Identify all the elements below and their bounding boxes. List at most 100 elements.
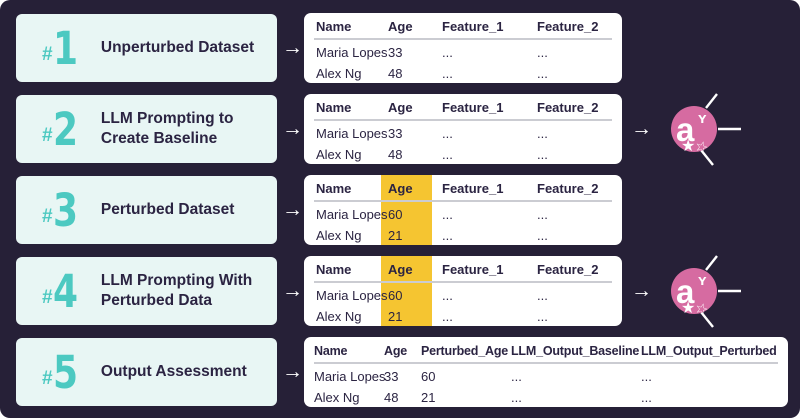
arrow-right-icon: → [631, 117, 652, 140]
step-label: LLM Prompting to Create Baseline [100, 110, 234, 147]
step-label: Perturbed Dataset [100, 201, 235, 219]
data-table-5: Name Age Perturbed_Age LLM_Output_Baseli… [304, 337, 788, 407]
step-number-5: # 5 [42, 350, 83, 395]
table-row: Alex Ng 48 21 ... ... [304, 387, 788, 407]
step-number-value: 4 [52, 264, 78, 318]
table-header-cell: Feature_2 [537, 19, 599, 34]
age-highlight-band [381, 256, 432, 326]
arrow-right-icon: → [282, 36, 303, 59]
table-cell: ... [537, 228, 548, 243]
table-cell: ... [537, 45, 548, 60]
table-header-row: Name Age Feature_1 Feature_2 [304, 98, 622, 118]
table-header-cell: Age [388, 181, 413, 196]
table-cell: Alex Ng [314, 390, 360, 405]
table-cell: Maria Lopes [316, 45, 388, 60]
table-cell: 48 [388, 66, 403, 81]
table-header-cell: Age [388, 262, 413, 277]
flow-row-4: # 4 LLM Prompting With Perturbed Data → … [0, 255, 800, 328]
step-label: Unperturbed Dataset [100, 39, 255, 57]
llm-letter: a [676, 111, 695, 148]
step-label: Output Assessment [100, 363, 247, 381]
table-cell: 33 [388, 126, 403, 141]
table-cell: 21 [421, 390, 436, 405]
table-row: Alex Ng 21 ... ... [304, 225, 622, 245]
flow-row-1: # 1 Unperturbed Dataset → Name Age Featu… [0, 13, 800, 83]
table-row: Maria Lopes 60 ... ... [304, 204, 622, 225]
table-cell: ... [442, 228, 453, 243]
table-cell: ... [537, 207, 548, 222]
table-header-cell: Feature_2 [537, 262, 599, 277]
step-number-1: # 1 [42, 26, 83, 71]
table-cell: 21 [388, 228, 403, 243]
data-table-3: Name Age Feature_1 Feature_2 Maria Lopes… [304, 175, 622, 245]
table-header-cell: LLM_Output_Baseline [511, 344, 640, 358]
table-cell: ... [442, 147, 453, 162]
table-cell: 60 [388, 207, 403, 222]
table-header-divider [314, 38, 612, 40]
sparkle-line [700, 149, 714, 166]
table-header-cell: Name [316, 19, 352, 34]
arrow-right-icon: → [282, 198, 303, 221]
llm-mark: ʏ [698, 272, 707, 289]
sparkle-line [705, 93, 718, 109]
arrow-right-icon: → [282, 279, 303, 302]
step-number-value: 1 [52, 21, 78, 75]
table-header-divider [314, 362, 778, 364]
sparkle-line [700, 311, 714, 328]
table-cell: Maria Lopes [314, 369, 386, 384]
flow-row-2: # 2 LLM Prompting to Create Baseline → N… [0, 93, 800, 166]
data-table-1: Name Age Feature_1 Feature_2 Maria Lopes… [304, 13, 622, 83]
table-header-row: Name Age Perturbed_Age LLM_Output_Baseli… [304, 341, 788, 361]
table-cell: Alex Ng [316, 66, 362, 81]
table-cell: 60 [388, 288, 403, 303]
llm-letter: a [676, 273, 695, 310]
star-outline-icon: ☆ [693, 299, 711, 319]
table-header-divider [314, 119, 612, 121]
table-cell: ... [537, 288, 548, 303]
table-header-cell: Feature_1 [442, 262, 504, 277]
table-cell: ... [537, 126, 548, 141]
step-box-4: # 4 LLM Prompting With Perturbed Data [16, 257, 277, 325]
table-cell: ... [511, 390, 522, 405]
table-cell: Alex Ng [316, 228, 362, 243]
llm-mark: ʏ [698, 110, 707, 127]
table-header-cell: Name [316, 100, 352, 115]
table-cell: 33 [384, 369, 399, 384]
step-number-value: 3 [52, 183, 78, 237]
table-header-cell: Perturbed_Age [421, 344, 509, 358]
table-cell: Maria Lopes [316, 207, 388, 222]
table-row: Maria Lopes 33 ... ... [304, 42, 622, 63]
table-cell: ... [641, 369, 652, 384]
llm-circle [671, 268, 717, 314]
data-table-4: Name Age Feature_1 Feature_2 Maria Lopes… [304, 256, 622, 326]
table-header-cell: Feature_1 [442, 100, 504, 115]
arrow-right-icon: → [282, 117, 303, 140]
table-header-cell: Name [314, 344, 348, 358]
table-header-cell: Feature_1 [442, 19, 504, 34]
table-header-cell: Name [316, 262, 352, 277]
table-cell: ... [537, 147, 548, 162]
table-header-row: Name Age Feature_1 Feature_2 [304, 260, 622, 280]
table-cell: ... [442, 45, 453, 60]
step-number-3: # 3 [42, 188, 83, 233]
arrow-right-icon: → [631, 279, 652, 302]
table-cell: 60 [421, 369, 436, 384]
table-cell: Maria Lopes [316, 126, 388, 141]
table-cell: 21 [388, 309, 403, 324]
table-cell: ... [442, 207, 453, 222]
table-cell: 48 [384, 390, 399, 405]
step-label: LLM Prompting With Perturbed Data [100, 272, 253, 309]
table-cell: ... [537, 309, 548, 324]
hash-glyph: # [42, 205, 53, 227]
table-row: Alex Ng 48 ... ... [304, 63, 622, 83]
star-outline-icon: ☆ [693, 137, 711, 157]
table-row: Alex Ng 21 ... ... [304, 306, 622, 326]
table-header-cell: Feature_2 [537, 100, 599, 115]
table-header-row: Name Age Feature_1 Feature_2 [304, 179, 622, 199]
step-number-value: 2 [52, 102, 78, 156]
table-header-cell: Age [388, 100, 413, 115]
table-cell: 48 [388, 147, 403, 162]
table-cell: Maria Lopes [316, 288, 388, 303]
table-cell: ... [641, 390, 652, 405]
